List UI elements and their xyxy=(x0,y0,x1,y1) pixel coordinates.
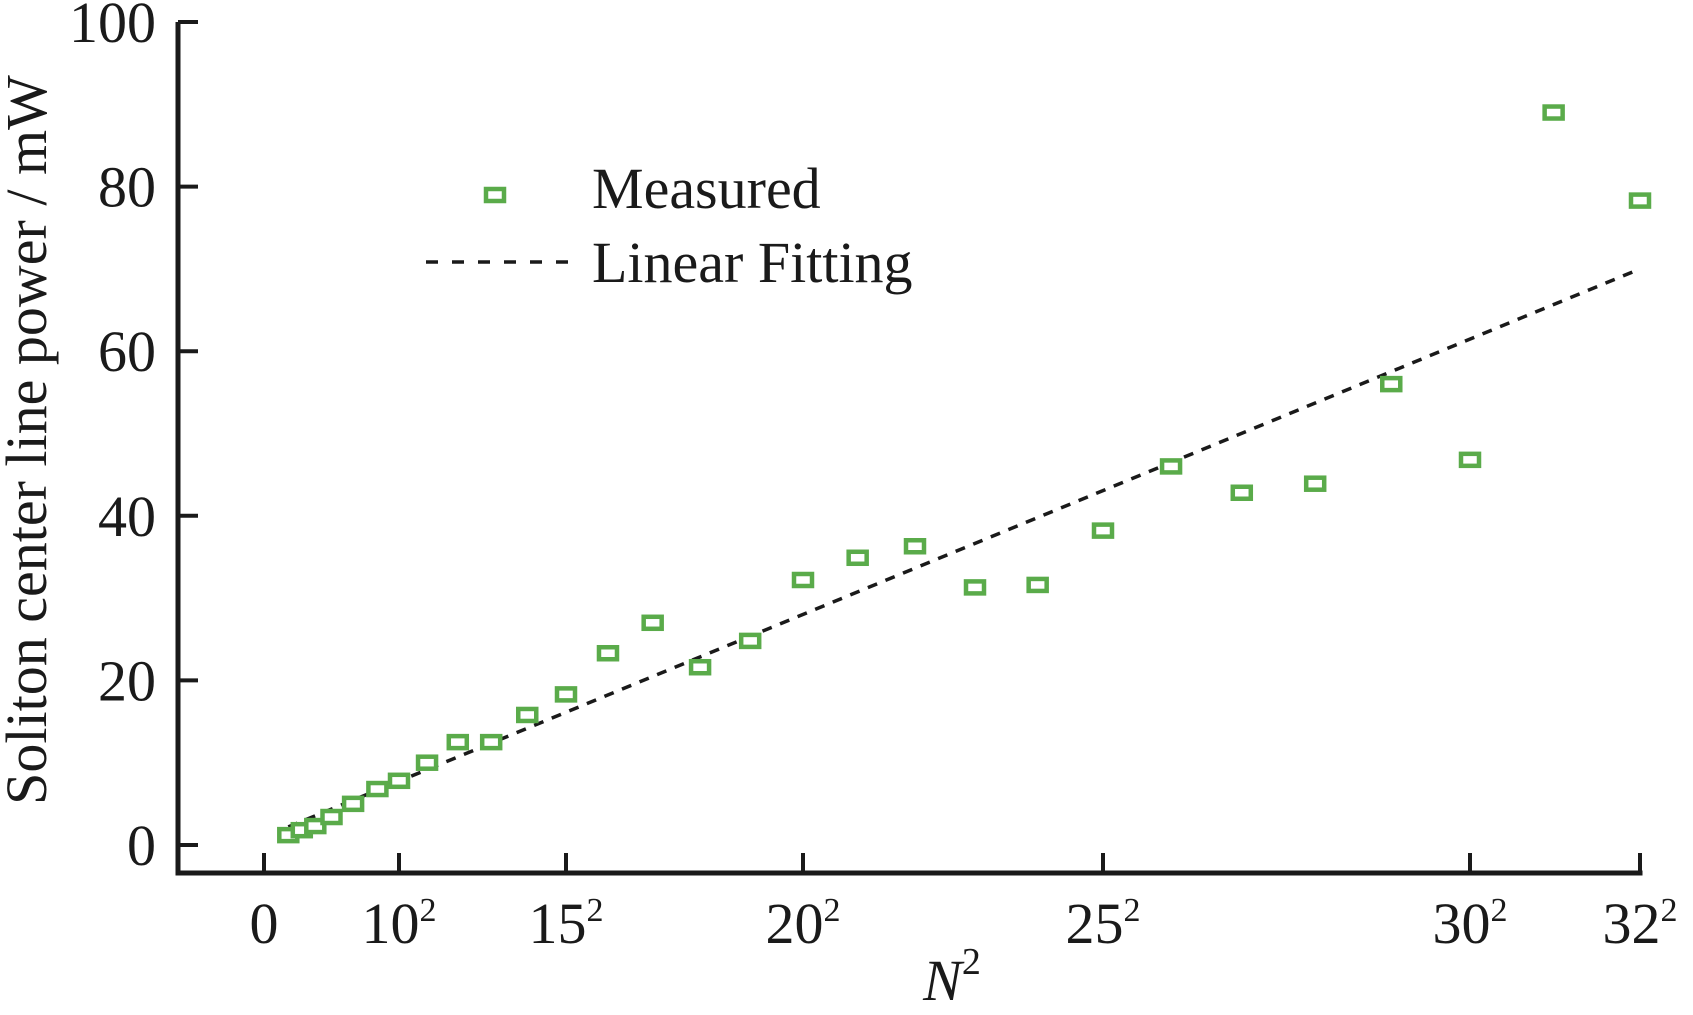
x-tick-label: 202 xyxy=(766,891,841,956)
x-axis-title: N2 xyxy=(922,941,981,1013)
data-point-marker xyxy=(1542,104,1565,121)
legend-marker-measured xyxy=(483,186,507,204)
data-point-marker xyxy=(1026,576,1049,594)
axes-group: 0 20 40 60 80 100 0 102 152 202 252 302 322 xyxy=(69,0,1678,956)
data-point-marker xyxy=(846,549,869,567)
y-tick-label: 20 xyxy=(98,648,156,713)
data-point-marker xyxy=(516,706,539,724)
data-point-marker xyxy=(791,571,815,589)
x-tick-label: 252 xyxy=(1066,891,1141,956)
data-point-marker xyxy=(1303,475,1327,492)
marker-layer xyxy=(277,104,1652,844)
data-point-marker xyxy=(341,795,365,813)
data-point-marker xyxy=(1091,522,1115,539)
fit-line xyxy=(287,267,1641,829)
data-point-marker xyxy=(1380,375,1403,393)
y-tick-label: 100 xyxy=(69,0,156,55)
data-point-marker xyxy=(1230,484,1254,502)
x-tick-label: 302 xyxy=(1433,891,1508,956)
data-point-marker xyxy=(366,780,389,798)
legend-label-fitting: Linear Fitting xyxy=(592,230,913,295)
data-point-marker xyxy=(320,808,343,826)
y-tick-label: 0 xyxy=(127,813,156,878)
legend-label-measured: Measured xyxy=(592,156,821,221)
legend: Measured Linear Fitting xyxy=(426,156,913,295)
y-tick-label: 80 xyxy=(98,155,156,220)
data-point-marker xyxy=(596,644,620,662)
axis-titles: N2 Soliton center line power / mW xyxy=(0,75,981,1013)
data-point-marker xyxy=(554,686,578,703)
data-point-marker xyxy=(387,772,411,790)
y-axis-title: Soliton center line power / mW xyxy=(0,75,59,805)
data-point-marker xyxy=(1458,451,1482,469)
y-tick-label: 60 xyxy=(98,319,156,384)
data-point-marker xyxy=(738,632,762,650)
data-point-marker xyxy=(903,538,927,555)
fit-line-layer xyxy=(287,267,1641,829)
data-point-marker xyxy=(641,614,664,632)
data-point-marker xyxy=(688,658,712,676)
data-point-marker xyxy=(479,733,503,751)
data-point-marker xyxy=(446,733,470,751)
y-tick-label: 40 xyxy=(98,484,156,549)
x-tick-label: 102 xyxy=(362,891,437,956)
x-tick-label: 0 xyxy=(250,891,279,956)
data-point-marker xyxy=(1628,192,1652,209)
x-tick-label: 322 xyxy=(1603,891,1678,956)
data-point-marker xyxy=(1159,458,1183,475)
data-point-marker xyxy=(415,754,439,771)
data-point-marker xyxy=(963,579,987,596)
x-tick-label: 152 xyxy=(529,891,604,956)
data-point-marker xyxy=(304,817,327,835)
